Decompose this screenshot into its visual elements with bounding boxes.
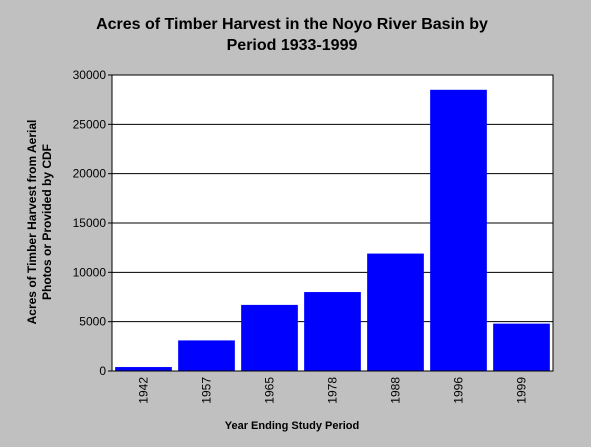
chart-title: Period 1933-1999 bbox=[227, 37, 358, 54]
x-tick-label: 1965 bbox=[263, 377, 277, 404]
y-tick-label: 30000 bbox=[73, 68, 107, 82]
bar bbox=[367, 253, 424, 371]
y-tick-label: 15000 bbox=[73, 216, 107, 230]
x-tick-label: 1999 bbox=[515, 377, 529, 404]
x-axis-label: Year Ending Study Period bbox=[225, 420, 359, 432]
y-tick-label: 25000 bbox=[73, 117, 107, 131]
x-tick-label: 1996 bbox=[452, 377, 466, 404]
chart-title: Acres of Timber Harvest in the Noyo Rive… bbox=[96, 16, 488, 33]
y-tick-label: 0 bbox=[99, 364, 106, 378]
bar bbox=[178, 340, 235, 371]
bar bbox=[304, 292, 361, 371]
bar bbox=[430, 89, 487, 372]
bar bbox=[493, 323, 550, 371]
y-tick-label: 10000 bbox=[73, 265, 107, 279]
y-axis-label: Photos or Provided by CDF bbox=[40, 144, 54, 300]
y-tick-label: 5000 bbox=[79, 315, 106, 329]
y-tick-label: 20000 bbox=[73, 167, 107, 181]
x-tick-label: 1957 bbox=[200, 377, 214, 404]
bar bbox=[241, 304, 298, 371]
bar bbox=[115, 367, 172, 371]
x-tick-label: 1978 bbox=[326, 377, 340, 404]
x-tick-label: 1942 bbox=[137, 377, 151, 404]
plot-border bbox=[111, 74, 554, 372]
x-tick-label: 1988 bbox=[389, 377, 403, 404]
y-axis-label: Acres of Timber Harvest from Aerial bbox=[25, 120, 39, 325]
